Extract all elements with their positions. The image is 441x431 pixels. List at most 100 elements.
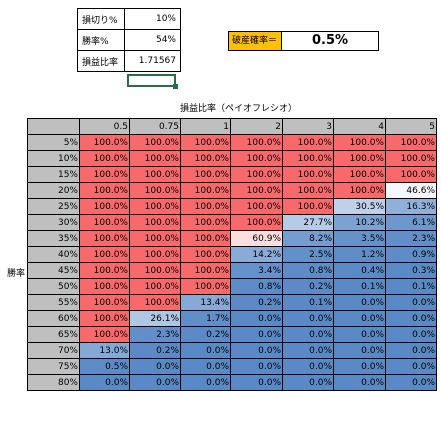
ruin-probability-cell[interactable]: 6.1% [385, 214, 437, 231]
ruin-probability-cell[interactable]: 13.0% [79, 342, 130, 359]
ruin-probability-cell[interactable]: 100.0% [230, 150, 283, 167]
ruin-probability-cell[interactable]: 100.0% [129, 246, 181, 263]
ruin-probability-cell[interactable]: 0.0% [180, 358, 231, 375]
ruin-probability-cell[interactable]: 0.4% [333, 262, 386, 279]
ruin-probability-cell[interactable]: 100.0% [230, 198, 283, 215]
ruin-probability-cell[interactable]: 30.5% [333, 198, 386, 215]
ruin-probability-cell[interactable]: 2.5% [282, 246, 334, 263]
row-header[interactable]: 15% [27, 166, 80, 183]
ruin-probability-cell[interactable]: 0.0% [385, 358, 437, 375]
ruin-probability-cell[interactable]: 100.0% [129, 278, 181, 295]
ruin-probability-cell[interactable]: 100.0% [230, 182, 283, 199]
win-rate-label[interactable]: 勝率% [77, 29, 125, 51]
ruin-probability-cell[interactable]: 0.0% [385, 310, 437, 327]
column-header[interactable]: 1 [180, 118, 231, 135]
ruin-probability-cell[interactable]: 100.0% [79, 294, 130, 311]
ruin-probability-cell[interactable]: 27.7% [282, 214, 334, 231]
ruin-probability-cell[interactable]: 0.0% [385, 374, 437, 391]
row-header[interactable]: 65% [27, 326, 80, 343]
ruin-probability-cell[interactable]: 0.0% [333, 326, 386, 343]
row-header[interactable]: 80% [27, 374, 80, 391]
row-header[interactable]: 20% [27, 182, 80, 199]
ruin-probability-cell[interactable]: 100.0% [282, 134, 334, 151]
ruin-probability-cell[interactable]: 0.0% [230, 326, 283, 343]
ruin-probability-cell[interactable]: 100.0% [385, 150, 437, 167]
ruin-probability-cell[interactable]: 0.2% [230, 294, 283, 311]
ruin-probability-cell[interactable]: 100.0% [79, 310, 130, 327]
row-header[interactable]: 40% [27, 246, 80, 263]
ruin-probability-cell[interactable]: 100.0% [180, 262, 231, 279]
ruin-probability-cell[interactable]: 100.0% [129, 166, 181, 183]
ruin-probability-cell[interactable]: 26.1% [129, 310, 181, 327]
column-header[interactable]: 0.5 [79, 118, 130, 135]
ruin-probability-cell[interactable]: 60.9% [230, 230, 283, 247]
ruin-probability-cell[interactable]: 100.0% [282, 150, 334, 167]
ruin-probability-cell[interactable]: 100.0% [129, 230, 181, 247]
ruin-probability-cell[interactable]: 100.0% [79, 134, 130, 151]
win-rate-value[interactable]: 54% [124, 29, 181, 51]
column-header[interactable]: 5 [385, 118, 437, 135]
column-header[interactable]: 2 [230, 118, 283, 135]
ruin-probability-cell[interactable]: 0.0% [282, 374, 334, 391]
ruin-probability-cell[interactable]: 100.0% [180, 278, 231, 295]
ruin-probability-cell[interactable]: 100.0% [129, 294, 181, 311]
ruin-probability-cell[interactable]: 0.0% [180, 342, 231, 359]
ruin-probability-cell[interactable]: 100.0% [333, 150, 386, 167]
ruin-probability-cell[interactable]: 0.8% [230, 278, 283, 295]
ruin-probability-cell[interactable]: 0.5% [79, 358, 130, 375]
ruin-probability-cell[interactable]: 100.0% [180, 246, 231, 263]
ruin-probability-cell[interactable]: 0.0% [282, 342, 334, 359]
row-header[interactable]: 30% [27, 214, 80, 231]
ruin-probability-cell[interactable]: 2.3% [129, 326, 181, 343]
row-header[interactable]: 10% [27, 150, 80, 167]
ruin-probability-cell[interactable]: 46.6% [385, 182, 437, 199]
ruin-probability-cell[interactable]: 100.0% [180, 134, 231, 151]
row-header[interactable]: 45% [27, 262, 80, 279]
ruin-probability-cell[interactable]: 100.0% [333, 134, 386, 151]
ruin-probability-cell[interactable]: 0.0% [230, 374, 283, 391]
ruin-probability-cell[interactable]: 0.2% [180, 326, 231, 343]
ruin-probability-cell[interactable]: 8.2% [282, 230, 334, 247]
ruin-probability-cell[interactable]: 100.0% [230, 166, 283, 183]
ruin-probability-cell[interactable]: 0.0% [333, 358, 386, 375]
ruin-probability-label[interactable]: 破産確率＝ [228, 31, 282, 51]
ruin-probability-cell[interactable]: 0.0% [385, 342, 437, 359]
ruin-probability-cell[interactable]: 0.0% [282, 326, 334, 343]
ruin-probability-cell[interactable]: 0.0% [230, 358, 283, 375]
ruin-probability-cell[interactable]: 100.0% [282, 166, 334, 183]
ruin-probability-cell[interactable]: 100.0% [180, 182, 231, 199]
column-header[interactable]: 0.75 [129, 118, 181, 135]
ruin-probability-cell[interactable]: 100.0% [180, 166, 231, 183]
ruin-probability-cell[interactable]: 0.9% [385, 246, 437, 263]
ruin-probability-cell[interactable]: 100.0% [282, 182, 334, 199]
ruin-probability-cell[interactable]: 100.0% [180, 150, 231, 167]
ruin-probability-cell[interactable]: 0.0% [282, 310, 334, 327]
ruin-probability-cell[interactable]: 100.0% [79, 230, 130, 247]
ruin-probability-cell[interactable]: 0.1% [333, 278, 386, 295]
stop-loss-label[interactable]: 損切り% [77, 8, 125, 30]
ruin-probability-cell[interactable]: 3.5% [333, 230, 386, 247]
ruin-probability-cell[interactable]: 0.0% [230, 342, 283, 359]
ruin-probability-value[interactable]: 0.5% [282, 31, 379, 51]
ruin-probability-cell[interactable]: 100.0% [79, 326, 130, 343]
fill-handle[interactable] [173, 84, 178, 89]
ruin-probability-cell[interactable]: 0.0% [230, 310, 283, 327]
row-header[interactable]: 35% [27, 230, 80, 247]
payoff-ratio-value[interactable]: 1.71567 [124, 50, 181, 72]
grid-corner-cell[interactable] [27, 118, 80, 135]
ruin-probability-cell[interactable]: 0.0% [79, 374, 130, 391]
ruin-probability-cell[interactable]: 100.0% [230, 214, 283, 231]
row-header[interactable]: 60% [27, 310, 80, 327]
ruin-probability-cell[interactable]: 100.0% [129, 214, 181, 231]
ruin-probability-cell[interactable]: 14.2% [230, 246, 283, 263]
ruin-probability-cell[interactable]: 100.0% [385, 134, 437, 151]
selected-cell[interactable] [127, 74, 176, 87]
ruin-probability-cell[interactable]: 0.0% [385, 326, 437, 343]
row-header[interactable]: 75% [27, 358, 80, 375]
ruin-probability-cell[interactable]: 1.7% [180, 310, 231, 327]
ruin-probability-cell[interactable]: 100.0% [385, 166, 437, 183]
ruin-probability-cell[interactable]: 100.0% [333, 166, 386, 183]
row-header[interactable]: 5% [27, 134, 80, 151]
ruin-probability-cell[interactable]: 2.3% [385, 230, 437, 247]
ruin-probability-cell[interactable]: 0.8% [282, 262, 334, 279]
